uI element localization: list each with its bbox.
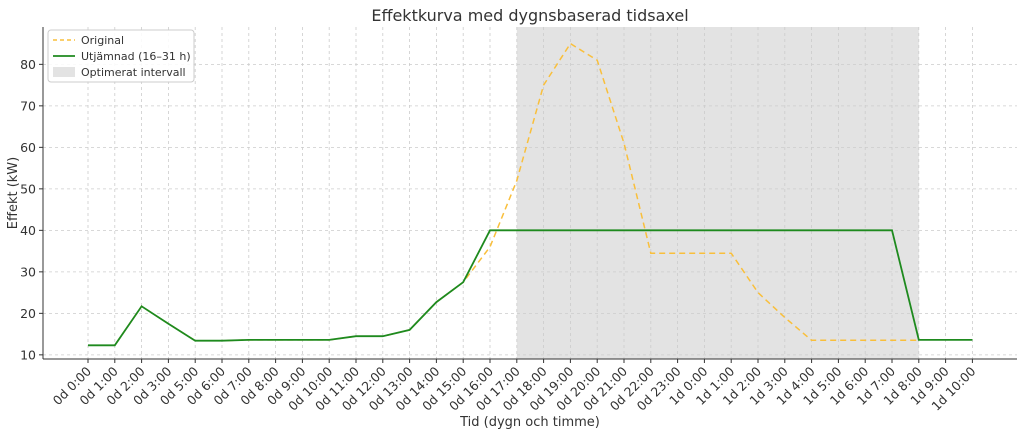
legend: Original Utjämnad (16–31 h) Optimerat inte… xyxy=(47,29,195,83)
y-tick-labels: 10 20 30 40 50 60 70 80 xyxy=(20,57,36,363)
axes xyxy=(39,27,1017,363)
y-tick-label: 50 xyxy=(20,181,36,196)
series-line-original xyxy=(88,42,919,347)
grid xyxy=(43,27,1017,359)
y-tick-label: 80 xyxy=(20,57,36,72)
y-tick-label: 60 xyxy=(20,140,36,155)
optimized-interval-region xyxy=(516,27,919,359)
y-tick-label: 40 xyxy=(20,223,36,238)
series-lines xyxy=(88,42,973,347)
legend-entry-interval-label: Optimerat intervall xyxy=(81,66,186,79)
legend-entry-smoothed-label: Utjämnad (16–31 h) xyxy=(81,50,191,63)
y-tick-label: 10 xyxy=(20,347,36,362)
x-axis-label: Tid (dygn och timme) xyxy=(459,415,600,430)
optimized-interval-rect xyxy=(516,27,919,359)
legend-entry-interval-swatch xyxy=(53,67,75,77)
series-line-smoothed xyxy=(88,229,973,347)
legend-box xyxy=(47,29,195,83)
legend-entry-original-label: Original xyxy=(81,34,124,47)
y-tick-label: 20 xyxy=(20,306,36,321)
y-tick-label: 70 xyxy=(20,98,36,113)
chart-title: Effektkurva med dygnsbaserad tidsaxel xyxy=(371,6,688,25)
y-tick-label: 30 xyxy=(20,264,36,279)
y-axis-label: Effekt (kW) xyxy=(6,157,21,229)
